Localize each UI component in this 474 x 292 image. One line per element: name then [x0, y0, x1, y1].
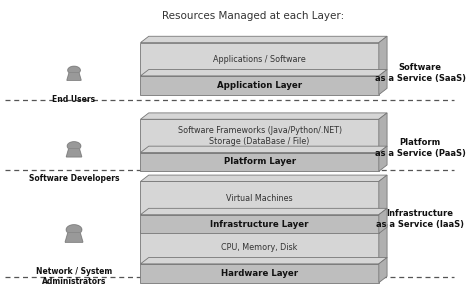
Polygon shape — [379, 208, 387, 234]
Polygon shape — [379, 175, 387, 215]
Polygon shape — [140, 69, 387, 76]
Polygon shape — [140, 264, 379, 283]
Polygon shape — [67, 73, 81, 80]
Polygon shape — [140, 119, 379, 152]
Polygon shape — [68, 66, 80, 74]
Polygon shape — [140, 208, 387, 215]
Text: Software Developers: Software Developers — [29, 174, 119, 183]
Text: End Users: End Users — [53, 95, 96, 104]
Polygon shape — [379, 69, 387, 95]
Polygon shape — [379, 113, 387, 152]
Text: Software
as a Service (SaaS): Software as a Service (SaaS) — [374, 63, 465, 83]
Text: CPU, Memory, Disk: CPU, Memory, Disk — [221, 243, 298, 252]
Polygon shape — [140, 76, 379, 95]
Text: Platform
as a Service (PaaS): Platform as a Service (PaaS) — [374, 138, 465, 158]
Polygon shape — [379, 224, 387, 264]
Polygon shape — [140, 175, 387, 181]
Polygon shape — [140, 181, 379, 215]
Text: Hardware Layer: Hardware Layer — [221, 269, 298, 278]
Text: Software Frameworks (Java/Python/.NET)
Storage (DataBase / File): Software Frameworks (Java/Python/.NET) S… — [178, 126, 342, 146]
Polygon shape — [140, 215, 379, 234]
Text: Resources Managed at each Layer:: Resources Managed at each Layer: — [162, 11, 344, 21]
Polygon shape — [66, 149, 82, 157]
Polygon shape — [65, 233, 83, 242]
Text: Applications / Software: Applications / Software — [213, 55, 306, 64]
Polygon shape — [140, 43, 379, 76]
Text: Virtual Machines: Virtual Machines — [227, 194, 293, 203]
Polygon shape — [140, 258, 387, 264]
Polygon shape — [140, 152, 379, 171]
Polygon shape — [67, 142, 81, 150]
Polygon shape — [66, 225, 82, 234]
Text: Network / System
Administrators: Network / System Administrators — [36, 267, 112, 286]
Text: Infrastructure Layer: Infrastructure Layer — [210, 220, 309, 229]
Text: Application Layer: Application Layer — [217, 81, 302, 90]
Polygon shape — [379, 146, 387, 171]
Polygon shape — [140, 224, 387, 231]
Text: Infrastructure
as a Service (IaaS): Infrastructure as a Service (IaaS) — [376, 209, 464, 229]
Text: Platform Layer: Platform Layer — [224, 157, 296, 166]
Polygon shape — [140, 113, 387, 119]
Polygon shape — [379, 36, 387, 76]
Polygon shape — [140, 36, 387, 43]
Polygon shape — [140, 146, 387, 152]
Polygon shape — [140, 231, 379, 264]
Polygon shape — [379, 258, 387, 283]
